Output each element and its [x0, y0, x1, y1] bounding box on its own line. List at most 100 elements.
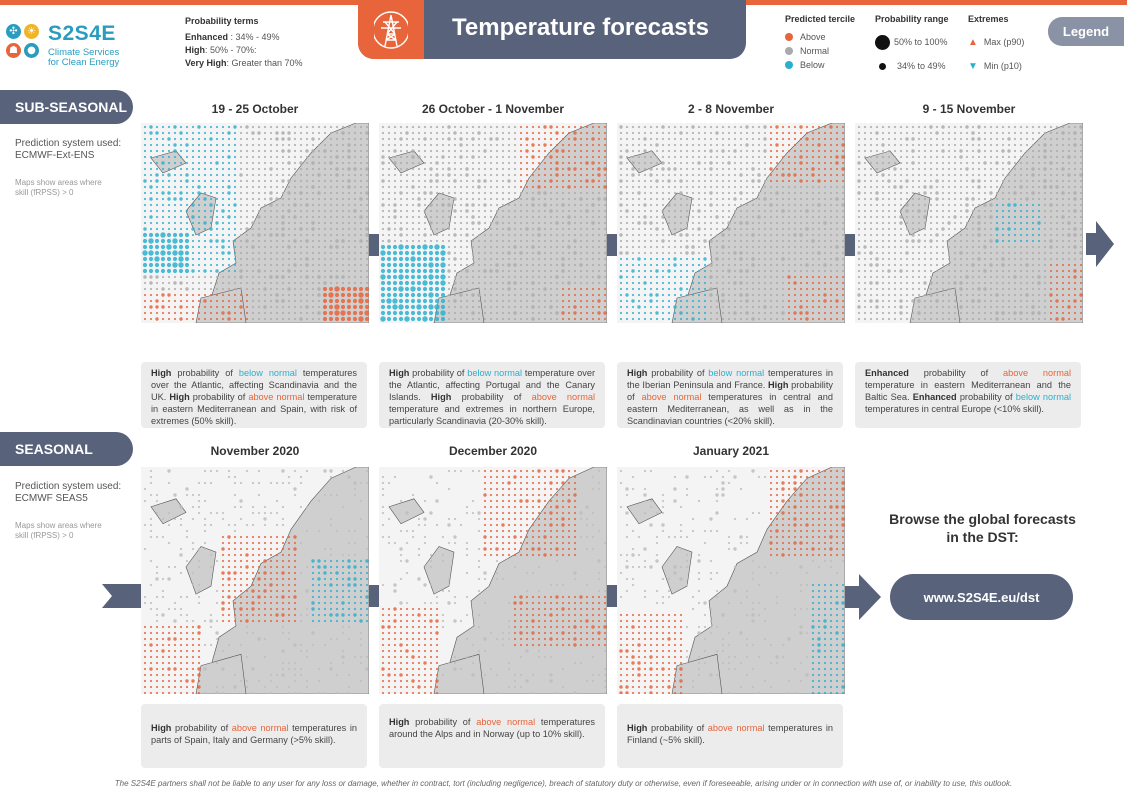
caption-text: Enhanced: [912, 392, 957, 402]
caption-text: probability of: [908, 368, 1004, 378]
land-shape: [423, 546, 455, 595]
caption-text: probability of: [956, 392, 1016, 402]
land-shape: [686, 467, 845, 694]
power-pylon-icon: [358, 0, 424, 59]
legend-range-enhanced: 34% to 49%: [875, 54, 949, 78]
forecast-map[interactable]: [617, 123, 845, 323]
caption-text: temperature in eastern Mediterranean and…: [865, 380, 1071, 402]
caption-text: High: [151, 368, 172, 378]
caption-text: temperature and extremes in northern Eur…: [389, 404, 595, 426]
term-label: Very High: [185, 58, 227, 68]
land-shape: [671, 653, 723, 694]
subseasonal-system: Prediction system used: ECMWF-Ext-ENS: [15, 138, 121, 162]
legend-range-high: 50% to 100%: [875, 30, 949, 54]
subseasonal-skill-note: Maps show areas where skill (fRPSS) > 0: [15, 178, 102, 198]
caption-text: probability of: [627, 380, 833, 402]
caption-text: above normal: [231, 723, 289, 733]
browse-text: Browse the global forecasts in the DST:: [889, 511, 1076, 545]
system-line: ECMWF SEAS5: [15, 493, 88, 504]
forecast-map[interactable]: [379, 123, 607, 323]
forecast-map[interactable]: [855, 123, 1083, 323]
legend-extremes-min: ▼ Min (p10): [968, 54, 1024, 78]
map-canvas: [379, 467, 607, 694]
land-shape: [448, 467, 607, 694]
seasonal-month-title: November 2020: [210, 444, 300, 458]
caption-text: temperatures in central Europe (<10% ski…: [865, 404, 1044, 414]
term-label: High: [185, 45, 205, 55]
seasonal-month-title: December 2020: [448, 444, 538, 458]
disclaimer-footer: The S2S4E partners shall not be liable t…: [114, 779, 1013, 788]
caption-text: probability of: [409, 368, 468, 378]
page-title: Temperature forecasts: [452, 14, 709, 41]
legend-item-above: Above: [785, 30, 855, 44]
land-shape: [150, 498, 187, 525]
forecast-map[interactable]: [141, 123, 369, 323]
caption-text: below normal: [708, 368, 765, 378]
subseasonal-tab[interactable]: SUB-SEASONAL: [0, 90, 133, 124]
seasonal-tab[interactable]: SEASONAL: [0, 432, 133, 466]
land-shape: [195, 653, 247, 694]
legend-probability-range: Probability range 50% to 100% 34% to 49%: [875, 14, 949, 78]
land-shape: [909, 287, 961, 323]
legend-button[interactable]: Legend: [1048, 17, 1124, 46]
s2s4e-logo[interactable]: ✣ ☀ ☗ ● S2S4E Climate Services for Clean…: [6, 20, 136, 70]
caption-text: probability of: [171, 368, 239, 378]
caption-text: High: [169, 392, 190, 402]
caption-text: probability of: [647, 723, 708, 733]
note-line: skill (fRPSS) > 0: [15, 531, 74, 540]
seasonal-month-title: January 2021: [692, 444, 770, 458]
map-canvas: [379, 123, 607, 323]
forecast-map[interactable]: [141, 467, 369, 694]
caption-text: above normal: [1003, 368, 1072, 378]
legend-range-heading: Probability range: [875, 14, 949, 24]
map-canvas: [855, 123, 1083, 323]
map-canvas: [617, 123, 845, 323]
legend-label: Normal: [800, 46, 830, 56]
forecast-caption: High probability of below normal tempera…: [617, 362, 843, 428]
note-line: skill (fRPSS) > 0: [15, 188, 74, 197]
caption-text: probability of: [189, 392, 249, 402]
subseasonal-week-title: 26 October - 1 November: [421, 102, 565, 116]
energy-icon: ☗: [6, 43, 21, 58]
probability-terms-heading: Probability terms: [185, 16, 259, 26]
forecast-caption: High probability of below normal tempera…: [379, 362, 605, 428]
caption-text: temperatures around the Alps and in Norw…: [389, 717, 595, 739]
legend-item-normal: Normal: [785, 44, 855, 58]
legend-label: Below: [800, 60, 825, 70]
caption-text: above normal: [476, 717, 536, 727]
below-dot-icon: [785, 61, 793, 69]
forecast-map[interactable]: [617, 467, 845, 694]
caption-text: High: [389, 717, 410, 727]
above-dot-icon: [785, 33, 793, 41]
legend-extremes-heading: Extremes: [968, 14, 1009, 24]
legend-extremes: Extremes ▲ Max (p90) ▼ Min (p10): [968, 14, 1024, 78]
land-shape: [433, 287, 485, 323]
caption-text: High: [768, 380, 789, 390]
map-canvas: [141, 467, 369, 694]
probability-term-row: Enhanced : 34% - 49%: [185, 31, 303, 44]
note-line: Maps show areas where: [15, 178, 102, 187]
legend-tercile-heading: Predicted tercile: [785, 14, 856, 24]
forecast-map[interactable]: [379, 467, 607, 694]
caption-text: temperature in eastern Mediterranean and…: [151, 392, 357, 426]
caption-text: above normal: [248, 392, 305, 402]
normal-dot-icon: [785, 47, 793, 55]
triangle-up-icon: ▲: [968, 36, 978, 48]
term-label: Enhanced: [185, 32, 229, 42]
forecast-caption: High probability of above normal tempera…: [141, 704, 367, 768]
caption-text: Enhanced: [865, 368, 909, 378]
land-shape: [671, 287, 723, 323]
logo-subtitle-line: for Clean Energy: [48, 57, 120, 68]
seasonal-skill-note: Maps show areas where skill (fRPSS) > 0: [15, 521, 102, 541]
caption-text: below normal: [1015, 392, 1072, 402]
caption-text: probability of: [171, 723, 232, 733]
wind-icon: ✣: [6, 24, 21, 39]
caption-text: above normal: [531, 392, 596, 402]
caption-text: above normal: [641, 392, 702, 402]
caption-text: temperatures in parts of Spain, Italy an…: [151, 723, 358, 745]
caption-text: below normal: [467, 368, 523, 378]
dst-link-button[interactable]: www.S2S4E.eu/dst: [890, 574, 1073, 620]
legend-label: 34% to 49%: [897, 61, 946, 71]
next-arrow-icon[interactable]: [1086, 221, 1114, 267]
legend-extremes-max: ▲ Max (p90): [968, 30, 1024, 54]
